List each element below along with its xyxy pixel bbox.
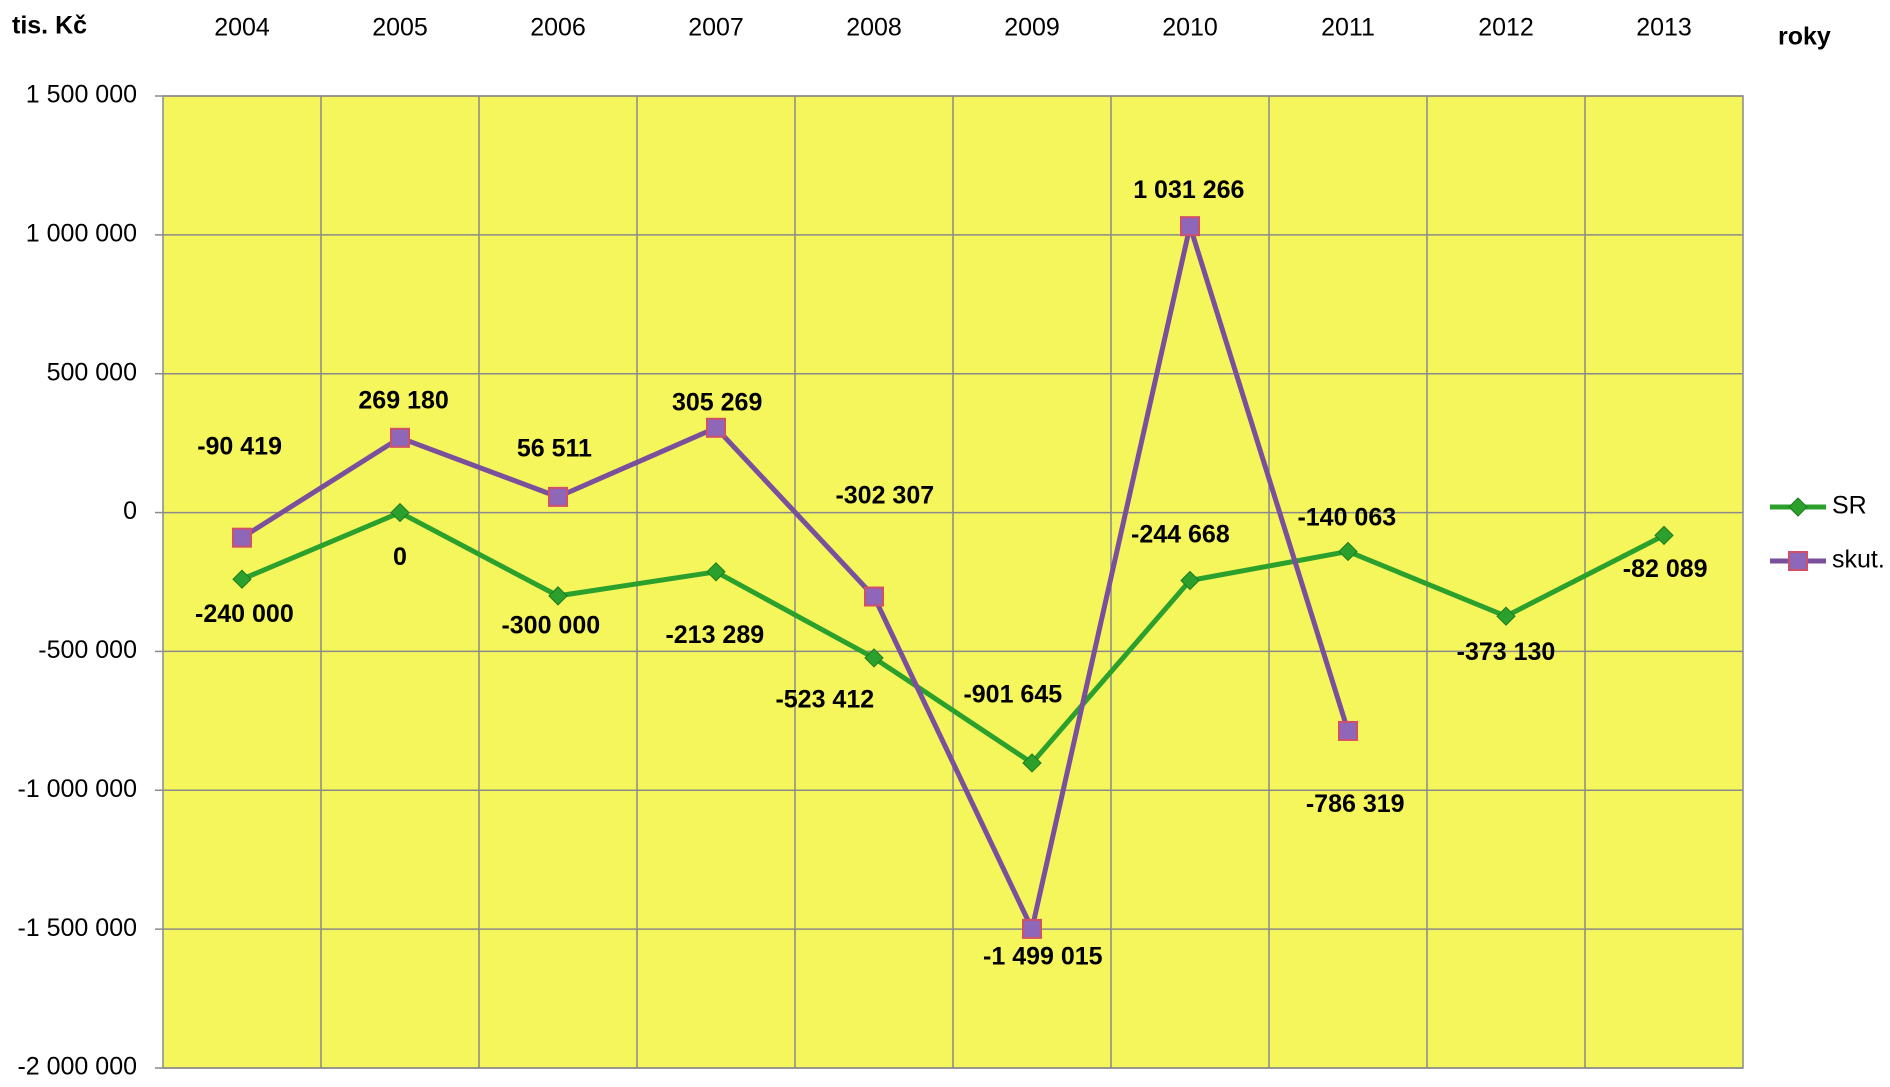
value-label: 0	[393, 543, 407, 571]
value-label: 1 031 266	[1133, 176, 1244, 204]
marker	[548, 486, 568, 507]
x-tick-label: 2012	[1478, 14, 1534, 42]
value-label: 305 269	[672, 388, 762, 416]
y-tick-label: -500 000	[38, 636, 137, 664]
value-label: -302 307	[835, 482, 934, 510]
marker	[706, 562, 726, 582]
marker	[548, 586, 568, 606]
x-tick-label: 2010	[1162, 14, 1218, 42]
y-tick-label: 500 000	[47, 358, 137, 386]
plot-border	[162, 95, 1744, 1069]
x-tick-label: 2011	[1321, 14, 1375, 42]
legend-label: SR	[1832, 492, 1867, 520]
marker	[864, 586, 884, 607]
marker	[706, 417, 726, 438]
marker	[1022, 918, 1042, 939]
value-label: -901 645	[963, 680, 1062, 708]
series-line	[241, 510, 1666, 766]
value-label: -244 668	[1131, 521, 1230, 549]
value-label: -82 089	[1623, 555, 1708, 583]
x-tick-label: 2006	[530, 14, 586, 42]
x-tick-label: 2008	[846, 14, 902, 42]
x-tick-label: 2007	[688, 14, 744, 42]
y-tick-label: -1 500 000	[17, 914, 137, 942]
marker	[390, 502, 410, 523]
x-tick-label: 2004	[214, 14, 270, 42]
marker	[1338, 720, 1358, 741]
y-tick-label: -2 000 000	[17, 1053, 137, 1081]
x-tick-label: 2005	[372, 14, 428, 42]
y-tick-label: 1 500 000	[26, 81, 137, 109]
legend-label: skut.	[1832, 546, 1885, 574]
value-label: -300 000	[501, 612, 600, 640]
marker	[1788, 551, 1808, 571]
marker	[864, 648, 884, 668]
value-label: -140 063	[1297, 504, 1396, 532]
y-tick-label: -1 000 000	[17, 775, 137, 803]
value-label: 269 180	[358, 386, 448, 414]
value-label: -1 499 015	[983, 942, 1103, 970]
value-label: -213 289	[665, 621, 764, 649]
marker	[1338, 541, 1358, 562]
value-label: -523 412	[775, 686, 874, 714]
value-label: -373 130	[1457, 638, 1556, 666]
marker	[1496, 606, 1516, 626]
marker	[1654, 525, 1674, 546]
marker	[390, 427, 410, 448]
x-axis-label: roky	[1778, 23, 1831, 51]
value-label: -240 000	[195, 600, 294, 628]
marker	[1180, 216, 1200, 237]
value-label: 56 511	[517, 435, 592, 463]
value-label: -786 319	[1306, 790, 1405, 818]
y-tick-label: 0	[123, 497, 137, 525]
marker	[1788, 497, 1808, 517]
marker	[1022, 753, 1042, 773]
marker	[232, 527, 252, 548]
value-label: -90 419	[197, 432, 282, 460]
marker	[1180, 570, 1200, 591]
y-tick-label: 1 000 000	[26, 219, 137, 247]
x-tick-label: 2009	[1004, 14, 1060, 42]
y-axis-label: tis. Kč	[12, 12, 87, 40]
marker	[232, 569, 252, 589]
series-line	[240, 223, 1351, 932]
x-tick-label: 2013	[1636, 14, 1692, 42]
